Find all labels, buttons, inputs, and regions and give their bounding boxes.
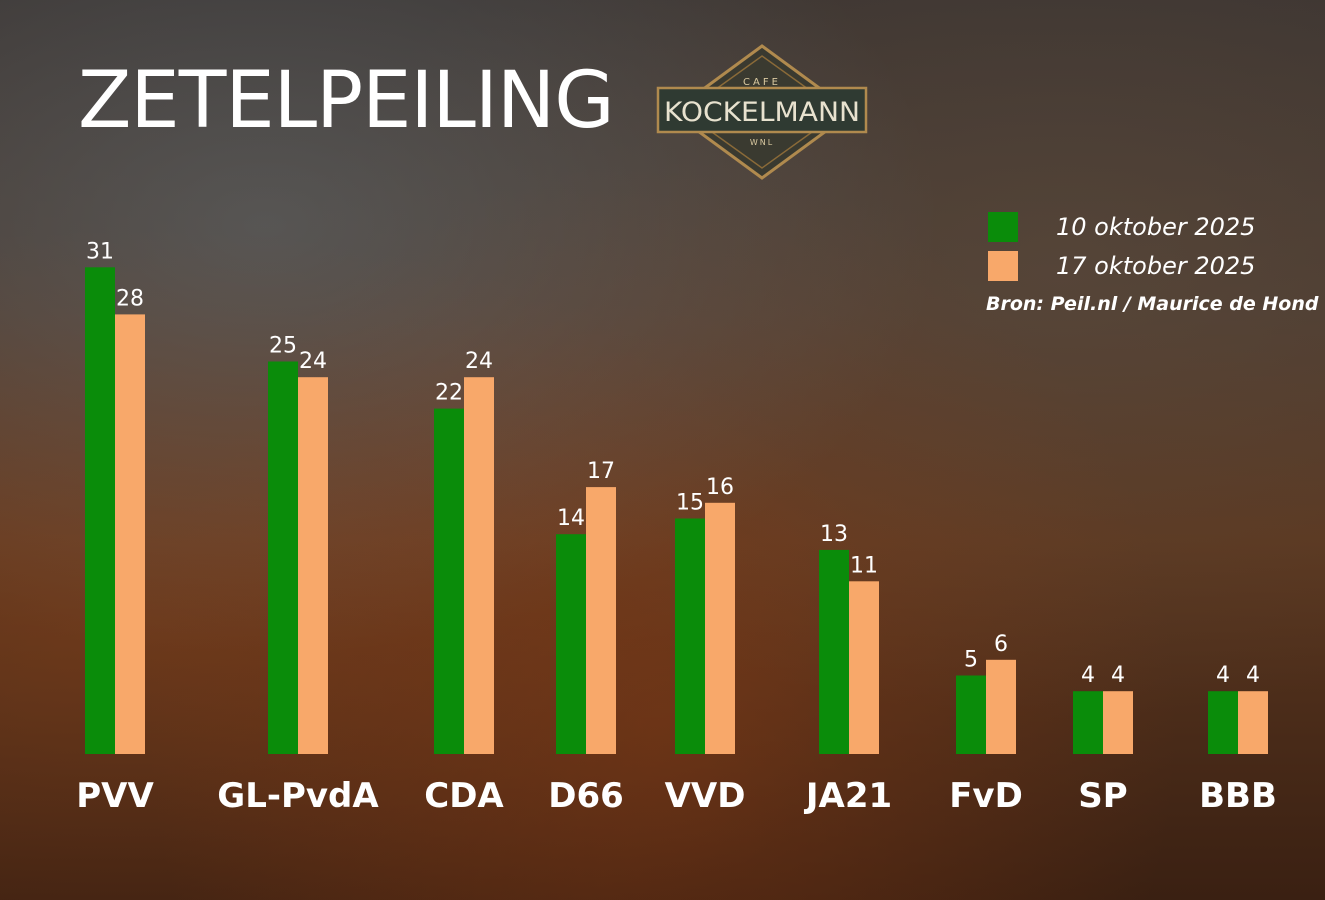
logo-top-text: CAFE	[743, 77, 781, 88]
bar-cda-series-2	[464, 377, 494, 754]
legend-label-series-2: 17 oktober 2025	[1056, 252, 1256, 280]
legend-swatch-series-2	[988, 251, 1018, 281]
category-label-cda: CDA	[424, 776, 504, 816]
bar-sp-series-2	[1103, 691, 1133, 754]
data-label-bbb-series-2: 4	[1246, 663, 1260, 688]
cafe-kockelmann-logo: CAFE KOCKELMANN WNL	[656, 44, 868, 180]
logo-bottom-text: WNL	[750, 138, 774, 147]
bar-pvv-series-2	[115, 314, 145, 754]
source-note: Bron: Peil.nl / Maurice de Hond	[986, 293, 1319, 315]
category-label-ja21: JA21	[804, 776, 892, 816]
data-label-ja21-series-1: 13	[820, 522, 848, 547]
data-label-ja21-series-2: 11	[850, 553, 878, 578]
legend-swatch-series-1	[988, 212, 1018, 242]
bar-group-fvd: 56 FvD	[949, 632, 1023, 816]
data-label-d66-series-1: 14	[557, 506, 585, 531]
bar-fvd-series-1	[956, 675, 986, 754]
bar-vvd-series-2	[705, 502, 735, 754]
category-label-bbb: BBB	[1199, 776, 1277, 816]
chart-title: ZETELPEILING	[78, 56, 615, 146]
bar-fvd-series-2	[986, 659, 1016, 754]
data-label-gl-pvda-series-1: 25	[269, 334, 297, 359]
logo-name: KOCKELMANN	[664, 97, 860, 128]
bar-gl-pvda-series-1	[268, 361, 298, 754]
data-label-vvd-series-1: 15	[676, 491, 704, 516]
bar-d66-series-1	[556, 534, 586, 754]
data-label-vvd-series-2: 16	[706, 475, 734, 500]
data-label-cda-series-2: 24	[465, 349, 493, 374]
data-label-bbb-series-1: 4	[1216, 663, 1230, 688]
data-label-d66-series-2: 17	[587, 459, 615, 484]
bar-bbb-series-2	[1238, 691, 1268, 754]
data-label-pvv-series-2: 28	[116, 286, 144, 311]
category-label-pvv: PVV	[76, 776, 154, 816]
data-label-cda-series-1: 22	[435, 381, 463, 406]
data-label-pvv-series-1: 31	[86, 239, 114, 264]
data-label-fvd-series-2: 6	[994, 632, 1008, 657]
data-label-gl-pvda-series-2: 24	[299, 349, 327, 374]
bar-ja21-series-2	[849, 581, 879, 754]
bar-cda-series-1	[434, 408, 464, 754]
bar-ja21-series-1	[819, 549, 849, 754]
bar-group-bbb: 4 4 BBB	[1199, 663, 1277, 816]
category-label-fvd: FvD	[949, 776, 1023, 816]
bar-vvd-series-1	[675, 518, 705, 754]
data-label-fvd-series-1: 5	[964, 648, 978, 673]
bar-bbb-series-1	[1208, 691, 1238, 754]
category-label-gl-pvda: GL-PvdA	[217, 776, 379, 816]
bar-group-sp: 4 4 SP	[1073, 663, 1133, 816]
data-label-sp-series-2: 4	[1111, 663, 1125, 688]
bar-gl-pvda-series-2	[298, 377, 328, 754]
category-label-sp: SP	[1078, 776, 1127, 816]
bar-d66-series-2	[586, 487, 616, 754]
bar-sp-series-1	[1073, 691, 1103, 754]
bar-pvv-series-1	[85, 267, 115, 754]
legend-label-series-1: 10 oktober 2025	[1056, 213, 1256, 241]
category-label-vvd: VVD	[665, 776, 746, 816]
category-label-d66: D66	[548, 776, 624, 816]
data-label-sp-series-1: 4	[1081, 663, 1095, 688]
